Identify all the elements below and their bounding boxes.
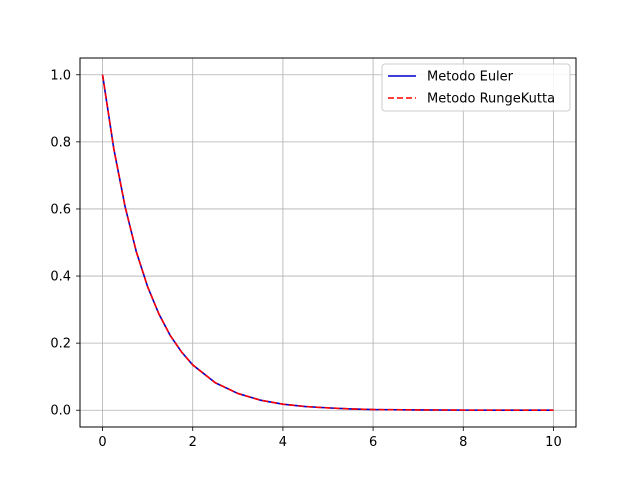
y-tick-label: 0.4 — [50, 270, 71, 285]
legend: Metodo Euler Metodo RungeKutta — [381, 63, 571, 112]
y-tick-label: 0.0 — [50, 404, 71, 419]
x-tick-label: 10 — [545, 435, 562, 450]
x-tick-label: 0 — [98, 435, 106, 450]
y-tick-label: 0.6 — [50, 202, 71, 217]
series-lines — [101, 74, 554, 412]
series-line-1 — [101, 74, 554, 412]
x-tick-label: 6 — [369, 435, 377, 450]
x-tick-label: 4 — [279, 435, 287, 450]
y-tick-label: 0.2 — [50, 337, 71, 352]
legend-box — [381, 63, 571, 112]
x-tick-label: 8 — [459, 435, 467, 450]
grid — [80, 58, 576, 427]
x-tick-label: 2 — [189, 435, 197, 450]
axis-ticks: 0 2 4 6 8 10 0.0 0.2 0.4 0.6 0.8 1.0 — [50, 68, 561, 450]
legend-label-0: Metodo Euler — [427, 70, 514, 85]
legend-label-1: Metodo RungeKutta — [427, 92, 555, 107]
y-tick-label: 0.8 — [50, 135, 71, 150]
y-tick-label: 1.0 — [50, 68, 71, 83]
plot-frame — [79, 57, 577, 428]
